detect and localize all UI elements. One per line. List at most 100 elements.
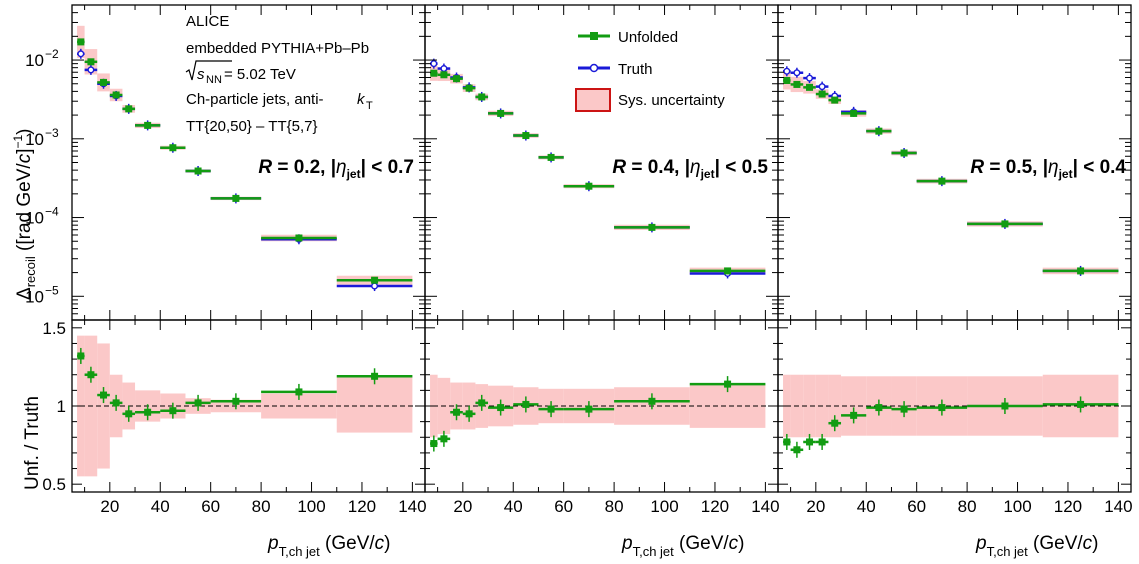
legend-truth-label: Truth: [618, 61, 652, 78]
ratio-point: [77, 352, 85, 360]
truth-point: [818, 83, 826, 91]
x-tick-label: 40: [857, 497, 876, 516]
annotation-energy: s NN = 5.02 TeV: [185, 60, 296, 86]
unfolded-point: [585, 182, 593, 190]
unfolded-point: [783, 76, 791, 84]
truth-point: [77, 50, 85, 58]
unfolded-point: [465, 84, 473, 92]
x-tick-label: 100: [297, 497, 325, 516]
y-tick-exp: −5: [45, 283, 59, 297]
panel-3: 20 40 60 80 100 120 140: [777, 4, 1133, 516]
x-tick-label: 80: [958, 497, 977, 516]
x-tick-label: 40: [151, 497, 170, 516]
x-tick-label: 120: [1054, 497, 1082, 516]
ratio-point: [806, 438, 814, 446]
y-tick-label: 10: [25, 209, 44, 228]
annotation-experiment: ALICE: [186, 13, 229, 30]
ratio-point: [900, 405, 908, 413]
ratio-point: [125, 410, 133, 418]
unfolded-point: [478, 93, 486, 101]
legend-sys: Sys. uncertainty: [575, 88, 725, 112]
x-tick-label: 120: [348, 497, 376, 516]
ratio-point: [1001, 402, 1009, 410]
unfolded-point: [850, 109, 858, 117]
unfolded-point: [440, 71, 448, 79]
ratio-point: [295, 388, 303, 396]
unfolded-point: [112, 91, 120, 99]
unfolded-point: [100, 78, 108, 86]
y-tick-exp: −3: [45, 126, 59, 140]
x-tick-label: 140: [1104, 497, 1132, 516]
legend-unfolded-label: Unfolded: [618, 29, 678, 46]
x-tick-label: 40: [504, 497, 523, 516]
x-tick-label: 80: [252, 497, 271, 516]
ratio-point: [585, 405, 593, 413]
ratio-point: [194, 399, 202, 407]
ratio-point: [818, 438, 826, 446]
truth-point: [783, 67, 791, 75]
legend-truth: Truth: [578, 61, 652, 78]
xlabel-1: pT,ch jet (GeV/c): [267, 533, 391, 559]
jets-k: k: [357, 91, 366, 108]
unfolded-point: [818, 90, 826, 98]
x-tick-label: 140: [751, 497, 779, 516]
sys-band-ratio: [97, 343, 110, 469]
truth-point: [806, 74, 814, 82]
truth-point: [430, 60, 438, 68]
ratio-point: [497, 404, 505, 412]
truth-point: [371, 282, 379, 290]
ratio-point: [850, 411, 858, 419]
y-tick-label: 10: [25, 130, 44, 149]
ratio-point: [440, 435, 448, 443]
legend: Unfolded Truth Sys. uncertainty: [575, 29, 725, 112]
unfolded-point: [1077, 267, 1085, 275]
annotation-tt: TT{20,50} – TT{5,7}: [186, 118, 317, 135]
unfolded-point: [453, 75, 461, 83]
xlabel-3: pT,ch jet (GeV/c): [975, 533, 1099, 559]
x-tick-label: 20: [453, 497, 472, 516]
panel-2: 20 40 60 80 100 120 140: [424, 4, 780, 516]
ratio-point: [875, 404, 883, 412]
ratio-point: [938, 404, 946, 412]
x-tick-label: 60: [907, 497, 926, 516]
ratio-point: [522, 400, 530, 408]
sys-band-ratio: [803, 374, 816, 438]
ratio-point: [371, 372, 379, 380]
y-tick-label: 10: [25, 287, 44, 306]
ratio-point: [478, 399, 486, 407]
unfolded-point: [194, 167, 202, 175]
ratio-point: [232, 397, 240, 405]
ratio-point: [724, 380, 732, 388]
unfolded-point: [144, 121, 152, 129]
ratio-point: [144, 408, 152, 416]
ratio-point: [87, 371, 95, 379]
truth-point: [87, 66, 95, 74]
annotation-jets: Ch-particle jets, anti- k T: [186, 91, 373, 112]
x-tick-label: 80: [605, 497, 624, 516]
ratio-point: [112, 399, 120, 407]
ratio-tick-label: 0.5: [42, 475, 66, 494]
unfolded-point: [77, 38, 85, 46]
jets-prefix: Ch-particle jets, anti-: [186, 91, 324, 108]
ylabel-bottom: Unf. / Truth: [22, 396, 43, 490]
x-tick-label: 140: [398, 497, 426, 516]
unfolded-point: [232, 194, 240, 202]
unfolded-point: [497, 109, 505, 117]
ratio-point: [100, 391, 108, 399]
panel-label-2: R = 0.4, |ηjet| < 0.5: [612, 157, 768, 181]
ratio-point: [648, 397, 656, 405]
panel-1: 20 40 60 80 100 120 140: [71, 4, 427, 516]
xlabels: pT,ch jet (GeV/c) pT,ch jet (GeV/c) pT,c…: [267, 533, 1099, 559]
x-tick-label: 120: [701, 497, 729, 516]
unfolded-point: [169, 144, 177, 152]
y-tick-label: 10: [25, 51, 44, 70]
unfolded-point: [430, 69, 438, 77]
y-tick-exp: −2: [45, 47, 59, 61]
y-tick-exp: −4: [45, 205, 59, 219]
ratio-tick-label: 1: [57, 397, 66, 416]
unfolded-point: [295, 234, 303, 242]
unfolded-point: [1001, 220, 1009, 228]
unfolded-point: [522, 132, 530, 140]
legend-sys-label: Sys. uncertainty: [618, 92, 725, 109]
